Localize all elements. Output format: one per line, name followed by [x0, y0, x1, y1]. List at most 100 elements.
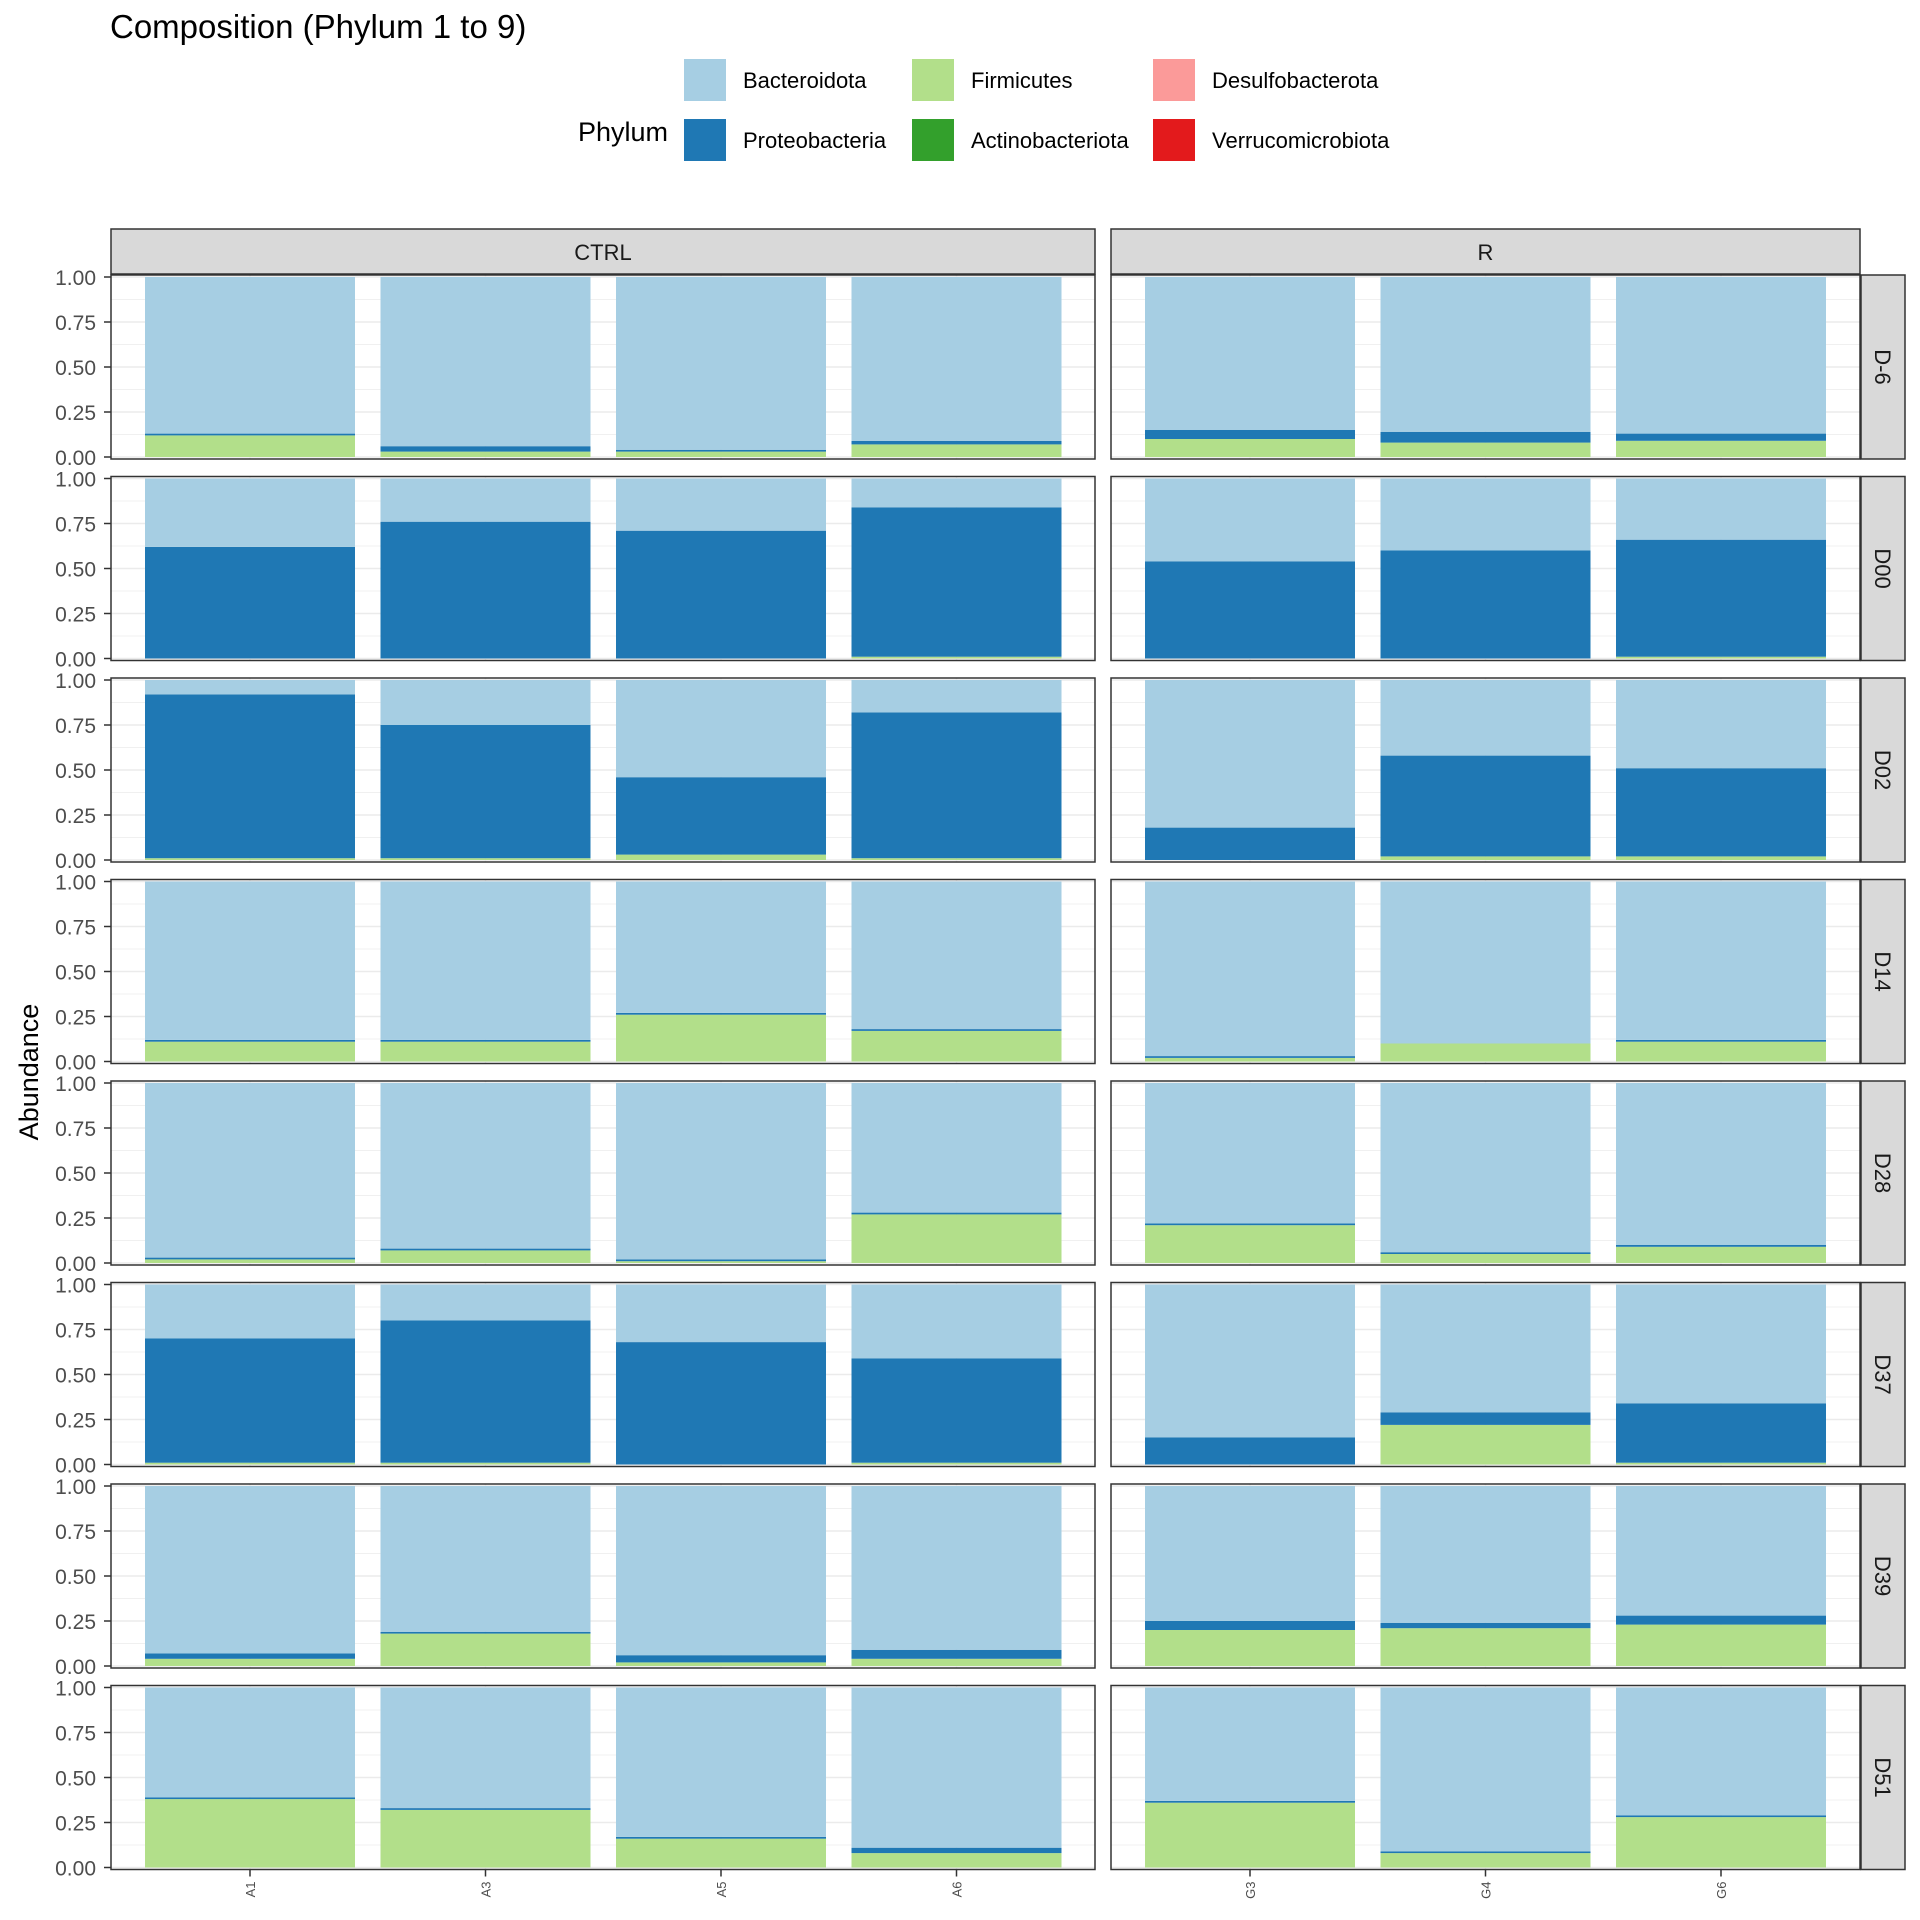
y-tick-label: 0.00	[55, 1656, 96, 1679]
legend-swatch-actinobacteriota	[912, 119, 954, 161]
bar-segment-bacteroidota	[380, 680, 591, 725]
bar-segment-proteobacteria	[1380, 1622, 1591, 1629]
panel-r-d39	[1110, 1483, 1861, 1669]
bar-segment-proteobacteria	[380, 1808, 591, 1810]
bar-segment-firmicutes	[616, 451, 826, 457]
bar-segment-proteobacteria	[1145, 1223, 1355, 1226]
bar-segment-firmicutes	[145, 858, 355, 860]
bar-segment-proteobacteria	[851, 1847, 1062, 1854]
panel-ctrl-d51: A1 A3 A5 A6	[110, 1684, 1096, 1898]
legend-item-firmicutes: Firmicutes	[912, 59, 1072, 101]
legend-item-verrucomicrobiota: Verrucomicrobiota	[1153, 119, 1390, 161]
panel-r-d14	[1110, 878, 1861, 1065]
legend-swatch-desulfobacterota	[1153, 59, 1195, 101]
bar-segment-firmicutes	[1145, 439, 1355, 457]
facet-row-d-6: D-6 0.00 0.25 0.50 0.75 1.00	[55, 267, 1906, 470]
bar-segment-proteobacteria	[851, 1212, 1062, 1215]
row-strip-d39: D39	[1860, 1483, 1906, 1669]
bar-segment-proteobacteria	[616, 530, 826, 659]
row-strip-d-6: D-6	[1860, 274, 1906, 460]
facet-row-d14: D14 0.00 0.25 0.50 0.75 1.00	[55, 872, 1906, 1075]
bar-segment-bacteroidota	[1380, 1687, 1591, 1852]
y-tick-label: 0.00	[55, 1253, 96, 1276]
x-tick-label: G3	[1243, 1882, 1258, 1899]
bar-segment-firmicutes	[380, 1250, 591, 1263]
bar-segment-proteobacteria	[616, 1342, 826, 1465]
bar-segment-proteobacteria	[1616, 539, 1826, 657]
bar-segment-proteobacteria	[1145, 1621, 1355, 1630]
bar-segment-proteobacteria	[145, 1338, 355, 1463]
bar-segment-proteobacteria	[1616, 1245, 1826, 1247]
bar-segment-bacteroidota	[1616, 478, 1826, 540]
legend-swatch-verrucomicrobiota	[1153, 119, 1195, 161]
y-axis-label: Abundance	[14, 1004, 44, 1141]
bar-segment-bacteroidota	[1616, 1284, 1826, 1404]
bar-segment-firmicutes	[1616, 1246, 1826, 1263]
bar-segment-proteobacteria	[145, 433, 355, 436]
bar-segment-proteobacteria	[145, 1257, 355, 1260]
bar-segment-bacteroidota	[616, 1687, 826, 1837]
bar-segment-proteobacteria	[1145, 827, 1355, 860]
bar-segment-proteobacteria	[1145, 561, 1355, 659]
bar-segment-bacteroidota	[145, 881, 355, 1040]
bar-segment-bacteroidota	[1145, 1486, 1355, 1621]
bar-segment-bacteroidota	[1380, 1284, 1591, 1413]
bar-segment-proteobacteria	[851, 1649, 1062, 1659]
bar-segment-proteobacteria	[145, 1797, 355, 1800]
bar-segment-bacteroidota	[145, 680, 355, 695]
bar-segment-proteobacteria	[1145, 1437, 1355, 1465]
bar-segment-bacteroidota	[1616, 1687, 1826, 1816]
bar-segment-firmicutes	[1145, 1057, 1355, 1062]
bar-segment-proteobacteria	[1145, 1056, 1355, 1058]
row-strip-label: D39	[1870, 1556, 1895, 1596]
col-strip-label: R	[1478, 240, 1494, 265]
panel-ctrl-d37	[110, 1281, 1096, 1468]
row-strip-label: D28	[1870, 1153, 1895, 1193]
row-strip-d28: D28	[1860, 1080, 1906, 1266]
legend-swatch-proteobacteria	[684, 119, 726, 161]
bar-segment-proteobacteria	[1380, 550, 1591, 659]
bar-segment-bacteroidota	[1145, 1083, 1355, 1224]
bar-segment-firmicutes	[380, 1633, 591, 1666]
row-strip-d00: D00	[1860, 475, 1906, 662]
bar-segment-firmicutes	[380, 451, 591, 457]
bar-segment-bacteroidota	[1616, 1486, 1826, 1616]
bar-segment-proteobacteria	[1380, 431, 1591, 443]
bar-segment-proteobacteria	[1380, 1851, 1591, 1854]
bar-segment-bacteroidota	[851, 1687, 1062, 1848]
bar-segment-bacteroidota	[380, 881, 591, 1040]
bar-segment-firmicutes	[851, 1462, 1062, 1465]
y-tick-label: 0.50	[55, 1768, 96, 1791]
bar-segment-bacteroidota	[1616, 680, 1826, 769]
bar-segment-firmicutes	[145, 1799, 355, 1868]
bar-segment-firmicutes	[145, 435, 355, 457]
y-tick-label: 0.50	[55, 962, 96, 985]
row-strip-label: D02	[1870, 750, 1895, 790]
y-tick-label: 0.25	[55, 402, 96, 425]
bar-segment-firmicutes	[145, 1041, 355, 1062]
bar-segment-bacteroidota	[616, 277, 826, 450]
bar-segment-firmicutes	[616, 1014, 826, 1062]
legend-swatch-firmicutes	[912, 59, 954, 101]
y-tick-label: 0.50	[55, 1163, 96, 1186]
y-tick-label: 0.25	[55, 1410, 96, 1433]
panel-ctrl-d28	[110, 1080, 1096, 1266]
y-tick-label: 0.00	[55, 1858, 96, 1881]
y-tick-label: 1.00	[55, 1275, 96, 1298]
col-strip-ctrl: CTRL	[110, 228, 1096, 275]
bar-segment-firmicutes	[1380, 1254, 1591, 1263]
row-strip-label: D00	[1870, 548, 1895, 588]
legend-label-verrucomicrobiota: Verrucomicrobiota	[1212, 128, 1390, 153]
bar-segment-bacteroidota	[616, 881, 826, 1013]
bar-segment-bacteroidota	[145, 1687, 355, 1798]
bar-segment-proteobacteria	[1616, 1039, 1826, 1042]
bar-segment-firmicutes	[1380, 1043, 1591, 1062]
x-tick-label: A3	[479, 1882, 494, 1898]
bar-segment-firmicutes	[1145, 1630, 1355, 1666]
legend-label-firmicutes: Firmicutes	[971, 68, 1072, 93]
bar-segment-bacteroidota	[616, 1486, 826, 1656]
x-tick-label: G6	[1714, 1882, 1729, 1899]
legend-swatch-bacteroidota	[684, 59, 726, 101]
bar-segment-proteobacteria	[616, 1012, 826, 1015]
bar-segment-bacteroidota	[380, 1284, 591, 1321]
